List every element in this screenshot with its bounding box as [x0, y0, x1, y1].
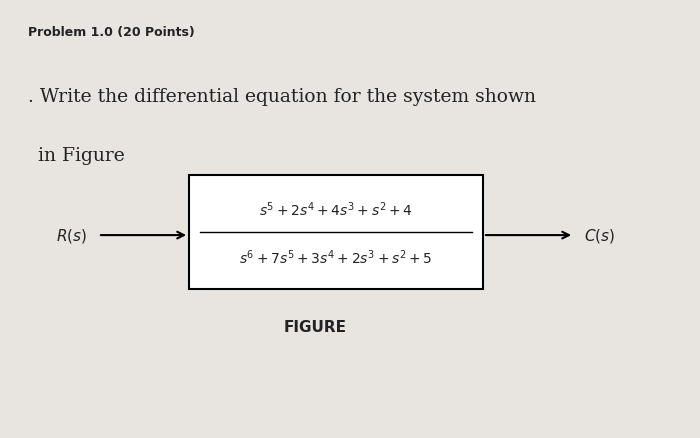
- Text: $R(s)$: $R(s)$: [57, 226, 88, 244]
- Text: $C(s)$: $C(s)$: [584, 226, 615, 244]
- Text: $s^5 + 2s^4 + 4s^3 + s^2 + 4$: $s^5 + 2s^4 + 4s^3 + s^2 + 4$: [259, 200, 413, 219]
- Text: . Write the differential equation for the system shown: . Write the differential equation for th…: [28, 88, 536, 106]
- Text: in Figure: in Figure: [38, 147, 125, 165]
- FancyBboxPatch shape: [189, 175, 483, 289]
- Text: FIGURE: FIGURE: [284, 320, 346, 335]
- Text: $s^6 + 7s^5 + 3s^4 + 2s^3 + s^2 + 5$: $s^6 + 7s^5 + 3s^4 + 2s^3 + s^2 + 5$: [239, 248, 433, 266]
- Text: Problem 1.0 (20 Points): Problem 1.0 (20 Points): [28, 26, 195, 39]
